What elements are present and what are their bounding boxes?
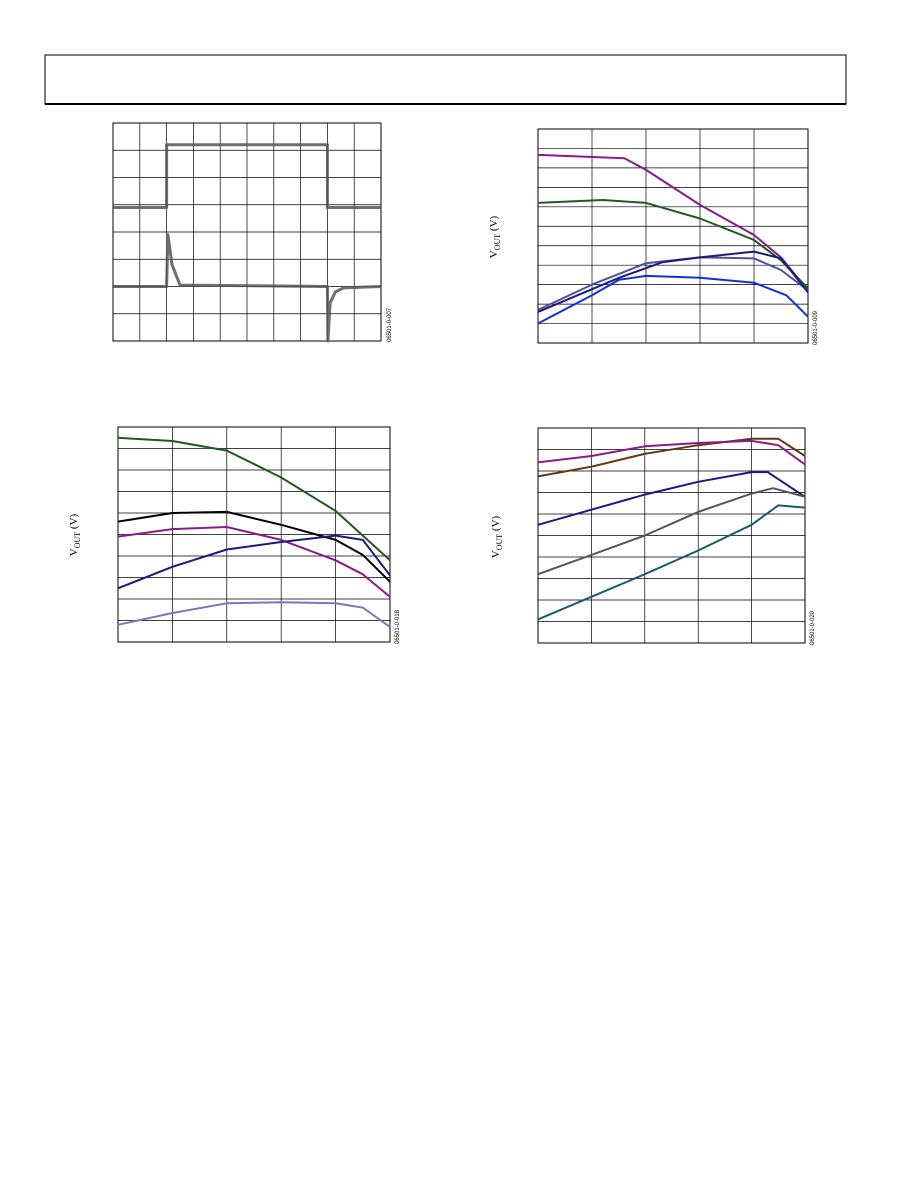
header-box [44,54,847,105]
y-axis-label: VOUT (V) [488,215,502,258]
data-line [537,199,809,290]
data-line [117,436,391,562]
y-label-unit: (V) [490,515,502,533]
y-label-sub: OUT [495,534,504,551]
data-line [537,471,806,526]
figure-code: 06501-0-018 [395,609,401,644]
figure-code: 06501-0-020 [810,610,816,645]
data-line [537,437,806,478]
figure-code: 06501-0-007 [387,307,393,342]
data-line [537,250,809,313]
plot-area [537,128,809,344]
data-line [537,487,806,576]
chart: 06501-0-007 [112,122,393,343]
data-line [537,504,806,621]
data-line [117,601,391,628]
y-axis-label: VOUT (V) [68,513,82,556]
y-label-sub: OUT [73,532,82,549]
data-line [537,439,806,466]
data-line [117,526,391,598]
figure-code: 06501-0-009 [813,310,819,345]
y-axis-label: VOUT (V) [490,515,504,558]
y-label-main: V [68,548,80,556]
chart: VOUT (V) 06501-0-018 [68,426,401,644]
data-line [537,274,809,325]
chart: VOUT (V) 06501-0-020 [490,427,816,645]
data-line [117,534,391,590]
data-line [117,510,391,583]
y-label-main: V [490,550,502,558]
y-label-unit: (V) [68,513,80,531]
data-line [113,233,382,343]
y-label-unit: (V) [488,215,500,233]
y-label-sub: OUT [493,234,502,251]
chart: VOUT (V) 06501-0-009 [488,128,819,345]
data-line [113,143,381,209]
y-label-main: V [488,250,500,258]
